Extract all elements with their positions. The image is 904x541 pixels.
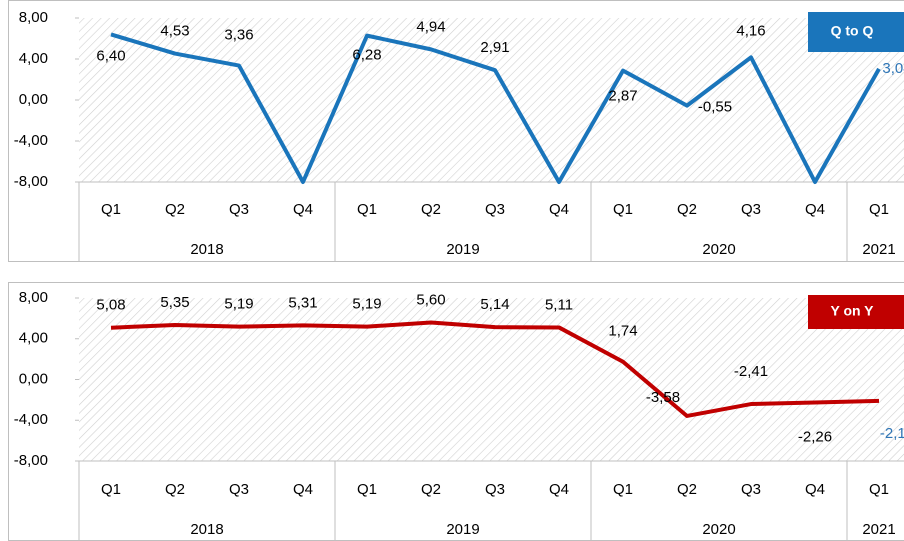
data-label: 6,40 (96, 47, 125, 64)
x-tick-label: Q2 (677, 201, 697, 218)
data-label: 5,19 (224, 296, 253, 313)
x-tick-label: Q2 (421, 201, 441, 218)
legend-text: Y on Y (830, 303, 874, 319)
x-tick-label: Q4 (805, 201, 825, 218)
plot-area (79, 18, 904, 182)
x-tick-label: Q1 (357, 201, 377, 218)
data-label: 2,91 (480, 39, 509, 56)
x-tick-label: Q4 (293, 201, 313, 218)
year-label: 2018 (190, 241, 223, 258)
data-label: 5,19 (352, 296, 381, 313)
data-label: -2,10 (880, 425, 904, 442)
plot-area (79, 298, 904, 461)
y-tick-label: -8,00 (14, 173, 48, 190)
line (110, 32, 881, 184)
data-label: 5,08 (96, 297, 125, 314)
legend-text: Q to Q (831, 23, 874, 39)
year-label: 2019 (446, 241, 479, 258)
x-tick-label: Q3 (741, 481, 761, 498)
x-tick-label: Q1 (101, 201, 121, 218)
y-tick-label: -4,00 (14, 411, 48, 428)
x-tick-label: Q4 (293, 481, 313, 498)
data-label: 3,04 (882, 60, 904, 77)
x-tick-label: Q1 (613, 481, 633, 498)
year-label: 2021 (862, 241, 895, 258)
data-label: -0,55 (698, 99, 732, 116)
x-tick-label: Q1 (357, 481, 377, 498)
x-tick-label: Q3 (741, 201, 761, 218)
y-tick-label: 4,00 (19, 330, 48, 347)
x-tick-label: Q3 (485, 481, 505, 498)
x-tick-label: Q4 (549, 201, 569, 218)
data-label: 6,28 (352, 47, 381, 64)
data-label: 5,31 (288, 294, 317, 311)
data-label: 5,60 (416, 291, 445, 308)
x-tick-label: Q2 (421, 481, 441, 498)
y-tick-label: 4,00 (19, 50, 48, 67)
y-tick-label: 0,00 (19, 370, 48, 387)
x-tick-label: Q2 (165, 201, 185, 218)
data-label: -2,41 (734, 363, 768, 380)
y-tick-label: 0,00 (19, 91, 48, 108)
year-label: 2020 (702, 241, 735, 258)
y-tick-label: -8,00 (14, 452, 48, 469)
data-label: 5,14 (480, 296, 509, 313)
x-tick-label: Q1 (613, 201, 633, 218)
line (110, 320, 880, 418)
y-tick-label: 8,00 (19, 289, 48, 306)
year-label: 2018 (190, 521, 223, 538)
x-tick-label: Q3 (229, 201, 249, 218)
y-tick-label: 8,00 (19, 9, 48, 26)
data-label: 5,11 (545, 296, 573, 313)
data-label: 2,87 (608, 88, 637, 105)
legend-box (808, 295, 904, 329)
data-label: 4,53 (160, 23, 189, 40)
data-label: 4,16 (736, 22, 765, 39)
data-label: 3,36 (224, 27, 253, 44)
data-label: 4,94 (416, 18, 445, 35)
x-tick-label: Q3 (229, 481, 249, 498)
x-tick-label: Q4 (805, 481, 825, 498)
x-tick-label: Q1 (869, 201, 889, 218)
data-label: 5,35 (160, 294, 189, 311)
x-tick-label: Q1 (101, 481, 121, 498)
x-tick-label: Q2 (677, 481, 697, 498)
year-label: 2019 (446, 521, 479, 538)
legend-box (808, 12, 904, 52)
year-label: 2020 (702, 521, 735, 538)
year-label: 2021 (862, 521, 895, 538)
data-label: -3,58 (646, 389, 680, 406)
x-tick-label: Q4 (549, 481, 569, 498)
data-label: 1,74 (608, 323, 637, 340)
x-tick-label: Q1 (869, 481, 889, 498)
x-tick-label: Q3 (485, 201, 505, 218)
x-tick-label: Q2 (165, 481, 185, 498)
y-tick-label: -4,00 (14, 132, 48, 149)
data-label: -2,26 (798, 428, 832, 445)
